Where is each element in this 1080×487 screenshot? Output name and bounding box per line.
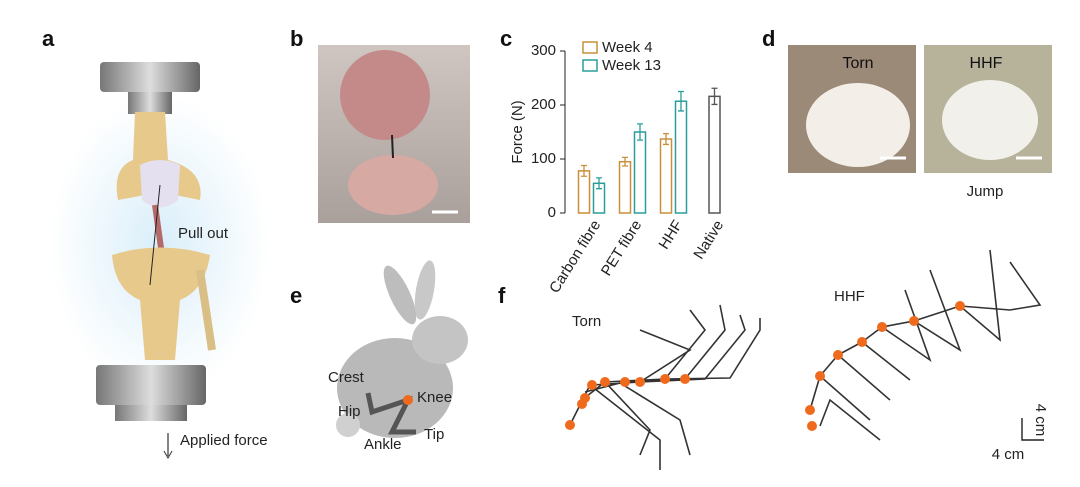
bar — [674, 100, 688, 214]
joint-label: Hip — [338, 403, 361, 420]
x-tick-label: PET fibre — [598, 217, 645, 279]
panel-label: c — [500, 26, 512, 51]
y-tick-label: 300 — [531, 42, 556, 59]
bar — [577, 170, 591, 214]
panel-f: f Torn HHF — [498, 249, 1049, 470]
bar — [708, 95, 721, 214]
annotation: Applied force — [180, 432, 268, 449]
error-bar — [596, 177, 602, 190]
legend-label: Week 4 — [602, 39, 653, 56]
error-bar — [663, 132, 669, 146]
panel-label: a — [42, 26, 55, 51]
panel-label: b — [290, 26, 303, 51]
y-tick-label: 0 — [548, 204, 556, 221]
photo-label: Torn — [842, 55, 873, 72]
error-bar — [581, 164, 587, 177]
y-tick-label: 100 — [531, 150, 556, 167]
error-bar — [678, 90, 684, 112]
joint-label: Ankle — [364, 436, 402, 453]
joint-label: Crest — [328, 369, 365, 386]
annotation: Pull out — [178, 225, 229, 242]
trace-label: Torn — [572, 313, 601, 330]
panel-a: a Pull out Applied force — [42, 26, 270, 460]
bar — [659, 138, 673, 214]
error-bar — [637, 123, 643, 141]
legend-label: Week 13 — [602, 57, 661, 74]
panel-e: e Crest Hip Knee Ankle Tip — [290, 260, 468, 453]
x-tick-label: Carbon fibre — [546, 217, 604, 296]
panel-b: b — [290, 26, 470, 223]
error-bar — [622, 156, 628, 167]
scale-label: 4 cm — [1032, 404, 1049, 437]
panel-label: e — [290, 283, 302, 308]
y-tick-label: 200 — [531, 96, 556, 113]
joint-label: Knee — [417, 389, 452, 406]
x-tick-label: HHF — [656, 217, 687, 252]
caption: Jump — [967, 183, 1004, 200]
y-axis-label: Force (N) — [509, 100, 526, 163]
photo-label: HHF — [970, 55, 1003, 72]
legend-swatch — [582, 59, 598, 72]
panel-label: d — [762, 26, 775, 51]
x-tick-label: Native — [690, 217, 727, 262]
trace-label: HHF — [834, 288, 865, 305]
bar — [618, 160, 632, 214]
legend-swatch — [582, 41, 598, 54]
bar — [633, 131, 647, 214]
joint-label: Tip — [424, 426, 444, 443]
panel-d: d Torn HHF Jump — [762, 26, 1052, 200]
error-bar — [711, 87, 718, 106]
scale-label: 4 cm — [992, 446, 1025, 463]
panel-label: f — [498, 283, 506, 308]
